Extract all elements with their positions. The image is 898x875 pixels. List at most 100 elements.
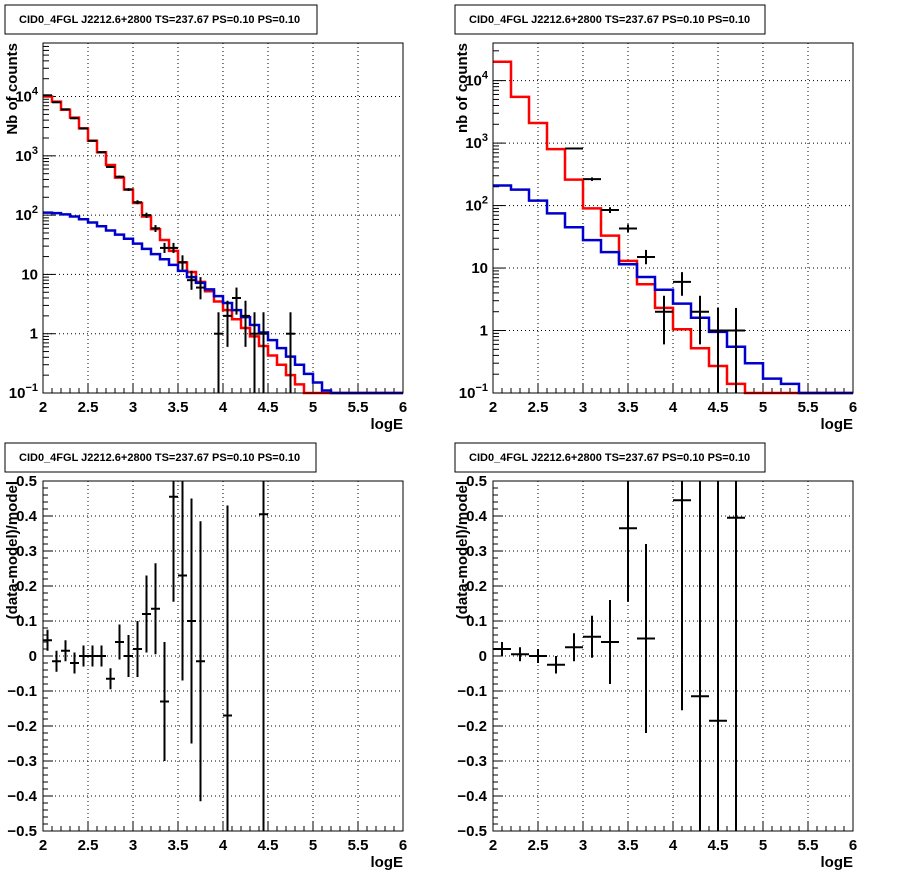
x-tick-label: 4	[669, 399, 678, 416]
x-axis-title: logE	[371, 416, 404, 433]
plot-frame	[42, 42, 404, 394]
panel-2: CID0_4FGL J2212.6+2800 TS=237.67 PS=0.10…	[454, 4, 857, 433]
x-axis-title: logE	[821, 854, 854, 871]
x-tick-label: 5.5	[798, 837, 819, 854]
y-tick-label: 10−1	[459, 382, 488, 402]
data-point	[493, 642, 511, 656]
data-point	[43, 94, 52, 97]
grid	[43, 43, 403, 393]
x-tick-label: 5	[759, 837, 767, 854]
y-tick-label: 0.1	[466, 613, 487, 630]
title-box	[454, 442, 766, 473]
title-box	[4, 4, 318, 35]
y-tick-label: 10	[21, 266, 38, 283]
chart-title: CID0_4FGL J2212.6+2800 TS=237.67 PS=0.10…	[19, 14, 300, 26]
y-tick-label: −0.5	[7, 823, 37, 840]
data-point	[106, 668, 115, 690]
data-point	[106, 165, 115, 168]
data-point	[88, 645, 97, 667]
y-tick-label: −0.2	[457, 718, 487, 735]
data-point	[151, 225, 160, 232]
data-point	[727, 307, 745, 393]
x-tick-label: 4.5	[258, 399, 279, 416]
model-histogram-2	[493, 184, 853, 395]
data-point	[133, 200, 142, 205]
x-tick-label: 3.5	[618, 837, 639, 854]
data-point	[97, 151, 106, 154]
data-point	[529, 649, 547, 663]
y-axis-title: nb of counts	[454, 43, 471, 133]
data-point	[691, 481, 709, 831]
data-point	[286, 312, 295, 393]
x-tick-label: 2.5	[78, 399, 99, 416]
grid	[493, 481, 853, 831]
x-tick-label: 6	[399, 837, 407, 854]
x-tick-label: 6	[399, 399, 407, 416]
y-tick-label: 10	[471, 260, 488, 277]
y-tick-label: 0.4	[466, 508, 488, 525]
data-point	[619, 481, 637, 602]
x-tick-label: 5	[309, 837, 317, 854]
data-point	[115, 175, 124, 178]
x-tick-label: 2	[39, 837, 47, 854]
data-point	[250, 312, 259, 393]
y-tick-label: 0.2	[466, 578, 487, 595]
data-point	[79, 127, 88, 130]
x-tick-label: 5	[759, 399, 767, 416]
y-tick-label: 1	[480, 323, 488, 340]
y-axis-title: (data-model)/model	[454, 481, 471, 619]
data-point	[169, 242, 178, 253]
data-point	[223, 505, 232, 831]
x-tick-label: 4	[669, 837, 678, 854]
chart-title: CID0_4FGL J2212.6+2800 TS=237.67 PS=0.10…	[469, 14, 750, 26]
y-tick-label: 103	[15, 145, 38, 165]
panel-1: CID0_4FGL J2212.6+2800 TS=237.67 PS=0.10…	[4, 4, 407, 433]
y-tick-label: 0	[29, 648, 37, 665]
y-tick-label: 104	[15, 86, 39, 106]
plot-frame	[42, 480, 404, 832]
data-point	[583, 615, 601, 658]
data-point	[187, 498, 196, 744]
x-tick-label: 3	[129, 399, 137, 416]
data-point	[115, 624, 124, 660]
data-point	[142, 212, 151, 218]
x-tick-label: 5.5	[348, 399, 369, 416]
data-point	[565, 633, 583, 662]
x-tick-label: 4.5	[708, 837, 729, 854]
x-tick-label: 2.5	[528, 399, 549, 416]
data-point	[52, 101, 61, 104]
data-point	[511, 647, 529, 662]
data-point	[79, 645, 88, 667]
data-point	[232, 287, 241, 315]
data-point	[52, 650, 61, 672]
data-point	[223, 300, 232, 347]
y-tick-label: 102	[15, 204, 38, 224]
plot-frame	[492, 480, 854, 832]
y-axis-title: (data-model)/model	[4, 481, 21, 619]
panel-4: CID0_4FGL J2212.6+2800 TS=237.67 PS=0.10…	[454, 442, 857, 871]
y-tick-label: −0.1	[457, 683, 487, 700]
data-point	[97, 645, 106, 667]
data-point	[133, 621, 142, 677]
data-point	[214, 312, 223, 393]
x-tick-label: 3	[579, 837, 587, 854]
data-point	[673, 481, 691, 711]
y-tick-label: 0.3	[466, 543, 487, 560]
data-point	[124, 188, 133, 192]
x-tick-label: 6	[849, 837, 857, 854]
x-tick-label: 2.5	[528, 837, 549, 854]
data-point	[727, 481, 745, 831]
y-tick-label: 104	[465, 70, 489, 90]
title-box	[4, 442, 317, 473]
x-tick-label: 4	[219, 837, 228, 854]
data-point	[259, 312, 268, 393]
plot-frame	[492, 42, 854, 394]
data-point	[691, 295, 709, 345]
x-tick-label: 2	[489, 399, 497, 416]
data-point	[637, 544, 655, 733]
y-axis-title: Nb of counts	[4, 43, 21, 135]
y-tick-label: 0.4	[16, 508, 38, 525]
chart-title: CID0_4FGL J2212.6+2800 TS=237.67 PS=0.10…	[469, 452, 750, 464]
y-tick-label: 0	[479, 648, 487, 665]
